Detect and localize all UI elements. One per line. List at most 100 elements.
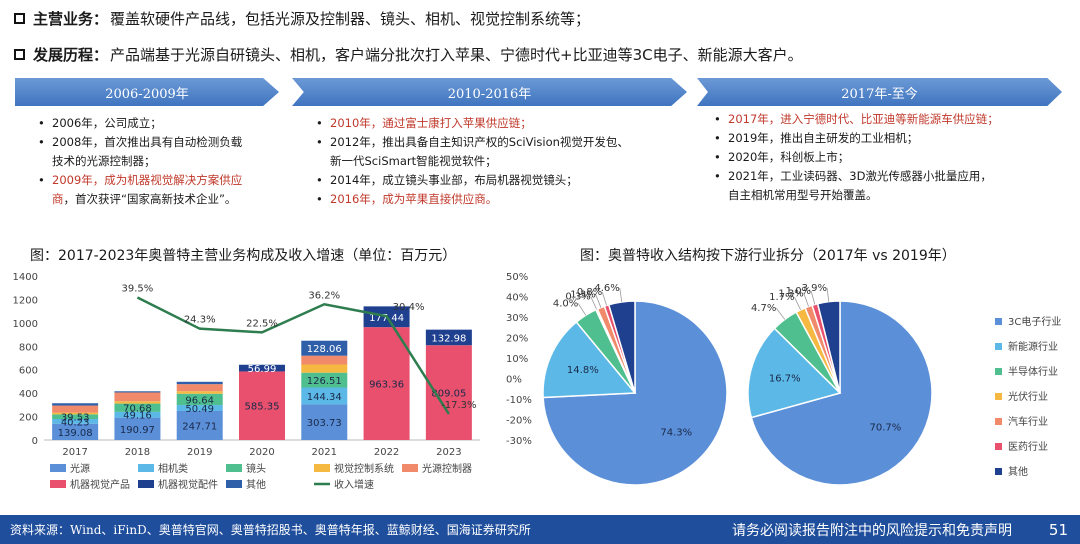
legend-swatch	[226, 480, 242, 488]
x-tick-label: 2017	[62, 447, 87, 458]
legend-label: 收入增速	[334, 478, 374, 491]
legend-label: 医药行业	[1008, 440, 1048, 453]
data-label: 809.05	[431, 389, 466, 400]
bar-segment	[425, 329, 472, 346]
bar-segment	[301, 404, 348, 440]
x-tick-label: 2018	[125, 447, 150, 458]
bar-segment	[114, 417, 161, 440]
legend-swatch	[50, 480, 66, 488]
bar-segment	[114, 411, 161, 418]
timeline-arrow-1: 2006-2009年	[15, 78, 279, 106]
list-item: 2019年，推出自主研发的工业相机；	[714, 129, 1072, 148]
history-text: 产品端基于光源自研镜头、相机，客户端分批次打入苹果、宁德时代+比亚迪等3C电子、…	[110, 46, 803, 64]
legend-label: 光源控制器	[422, 462, 472, 475]
growth-label: 36.2%	[308, 290, 340, 301]
legend-swatch	[50, 464, 66, 472]
pie-leader-line	[590, 296, 598, 310]
history-key: 发展历程：	[33, 46, 109, 64]
y-tick-label: 200	[19, 413, 38, 424]
growth-label: 39.5%	[122, 284, 154, 295]
y2-tick-label: -30%	[506, 436, 532, 447]
legend-label: 光源	[70, 462, 90, 475]
legend-label: 相机类	[158, 462, 188, 475]
pie-label: 1.3%	[778, 288, 803, 299]
data-label: 190.97	[120, 425, 155, 436]
checkbox-square-icon	[14, 49, 25, 60]
timeline-arrow-3: 2017年-至今	[697, 78, 1062, 106]
y2-tick-label: 20%	[506, 334, 528, 345]
bar-segment	[52, 418, 99, 424]
growth-label: 22.5%	[246, 318, 278, 329]
legend-swatch	[995, 468, 1002, 475]
data-label: 303.73	[307, 418, 342, 429]
pie-leader-line	[601, 292, 607, 306]
data-label: 96.64	[185, 395, 214, 406]
list-item: 2021年，工业读码器、3D激光传感器小批量应用，自主相机常用型号开始覆盖。	[714, 167, 1072, 205]
history-line: 发展历程： 产品端基于光源自研镜头、相机，客户端分批次打入苹果、宁德时代+比亚迪…	[14, 44, 803, 65]
bar-segment	[176, 384, 223, 392]
bar-segment	[239, 364, 285, 372]
x-tick-label: 2020	[249, 447, 274, 458]
data-label: 128.06	[307, 344, 342, 355]
timeline-col-3: 2017年，进入宁德时代、比亚迪等新能源车供应链； 2019年，推出自主研发的工…	[712, 110, 1072, 205]
list-item: 2014年，成立镜头事业部，布局机器视觉镜头；	[316, 171, 694, 190]
legend-label: 其他	[1008, 465, 1028, 478]
data-label: 50.49	[185, 404, 214, 415]
pie-slice	[750, 300, 933, 486]
pie-slice	[816, 300, 841, 394]
y-tick-label: 0	[32, 436, 38, 447]
y2-tick-label: 30%	[506, 313, 528, 324]
legend-label: 视觉控制系统	[334, 462, 394, 475]
growth-line	[136, 296, 450, 415]
bar-segment	[114, 391, 161, 393]
bar-segment	[239, 371, 285, 440]
footer: 资料来源：Wind、iFinD、奥普特官网、奥普特招股书、奥普特年报、蓝鲸财经、…	[0, 515, 1080, 544]
x-tick-label: 2022	[374, 447, 399, 458]
main-business-key: 主营业务：	[33, 10, 109, 28]
legend-label: 半导体行业	[1008, 365, 1058, 378]
pie-leader-line	[595, 294, 602, 308]
timeline-label: 2017年-至今	[841, 86, 918, 102]
pie-label: 1.3%	[570, 290, 595, 301]
y-tick-label: 400	[19, 389, 38, 400]
pie-leader-line	[810, 290, 816, 305]
source-note: 资料来源：Wind、iFinD、奥普特官网、奥普特招股书、奥普特年报、蓝鲸财经、…	[10, 523, 531, 537]
page-number: 51	[1048, 520, 1068, 539]
bar-segment	[301, 340, 348, 356]
bar-chart: 0 200 400 600 800 1000 1200 1400 -30% -20% -10% 0% 1…	[13, 272, 532, 491]
bar-segment	[301, 372, 348, 388]
timeline-label: 2010-2016年	[447, 86, 532, 102]
bar-segment	[52, 412, 99, 415]
pie-leader-line	[776, 307, 786, 320]
bar-segment	[363, 327, 410, 440]
pie-label: 14.8%	[567, 365, 599, 376]
pie-label: 1.0%	[786, 286, 811, 297]
bar-segment	[176, 381, 223, 385]
data-label: 585.35	[245, 402, 280, 413]
growth-label: 24.3%	[184, 315, 216, 326]
pie-slice	[542, 321, 637, 399]
bar-segment	[176, 391, 223, 394]
growth-label: 30.4%	[393, 302, 425, 313]
data-label: 144.34	[307, 392, 342, 403]
x-tick-label: 2023	[436, 447, 461, 458]
data-label: 247.71	[182, 421, 217, 432]
pie-slice	[747, 327, 842, 419]
legend-label: 汽车行业	[1008, 415, 1048, 428]
bar-segment	[176, 410, 223, 440]
data-label: 49.16	[123, 411, 152, 422]
bar-segment	[301, 364, 348, 373]
legend-swatch	[995, 418, 1002, 425]
main-business-line: 主营业务： 覆盖软硬件产品线，包括光源及控制器、镜头、相机、视觉控制系统等；	[14, 8, 590, 29]
y2-tick-label: 0%	[506, 375, 522, 386]
legend-label: 机器视觉配件	[158, 478, 218, 491]
y-tick-label: 800	[19, 342, 38, 353]
data-label: 139.08	[58, 428, 93, 439]
bar-segment	[114, 401, 161, 404]
legend-swatch	[995, 393, 1002, 400]
y-tick-label: 1000	[13, 319, 38, 330]
bar-segment	[425, 345, 472, 440]
y2-tick-label: -10%	[506, 395, 532, 406]
